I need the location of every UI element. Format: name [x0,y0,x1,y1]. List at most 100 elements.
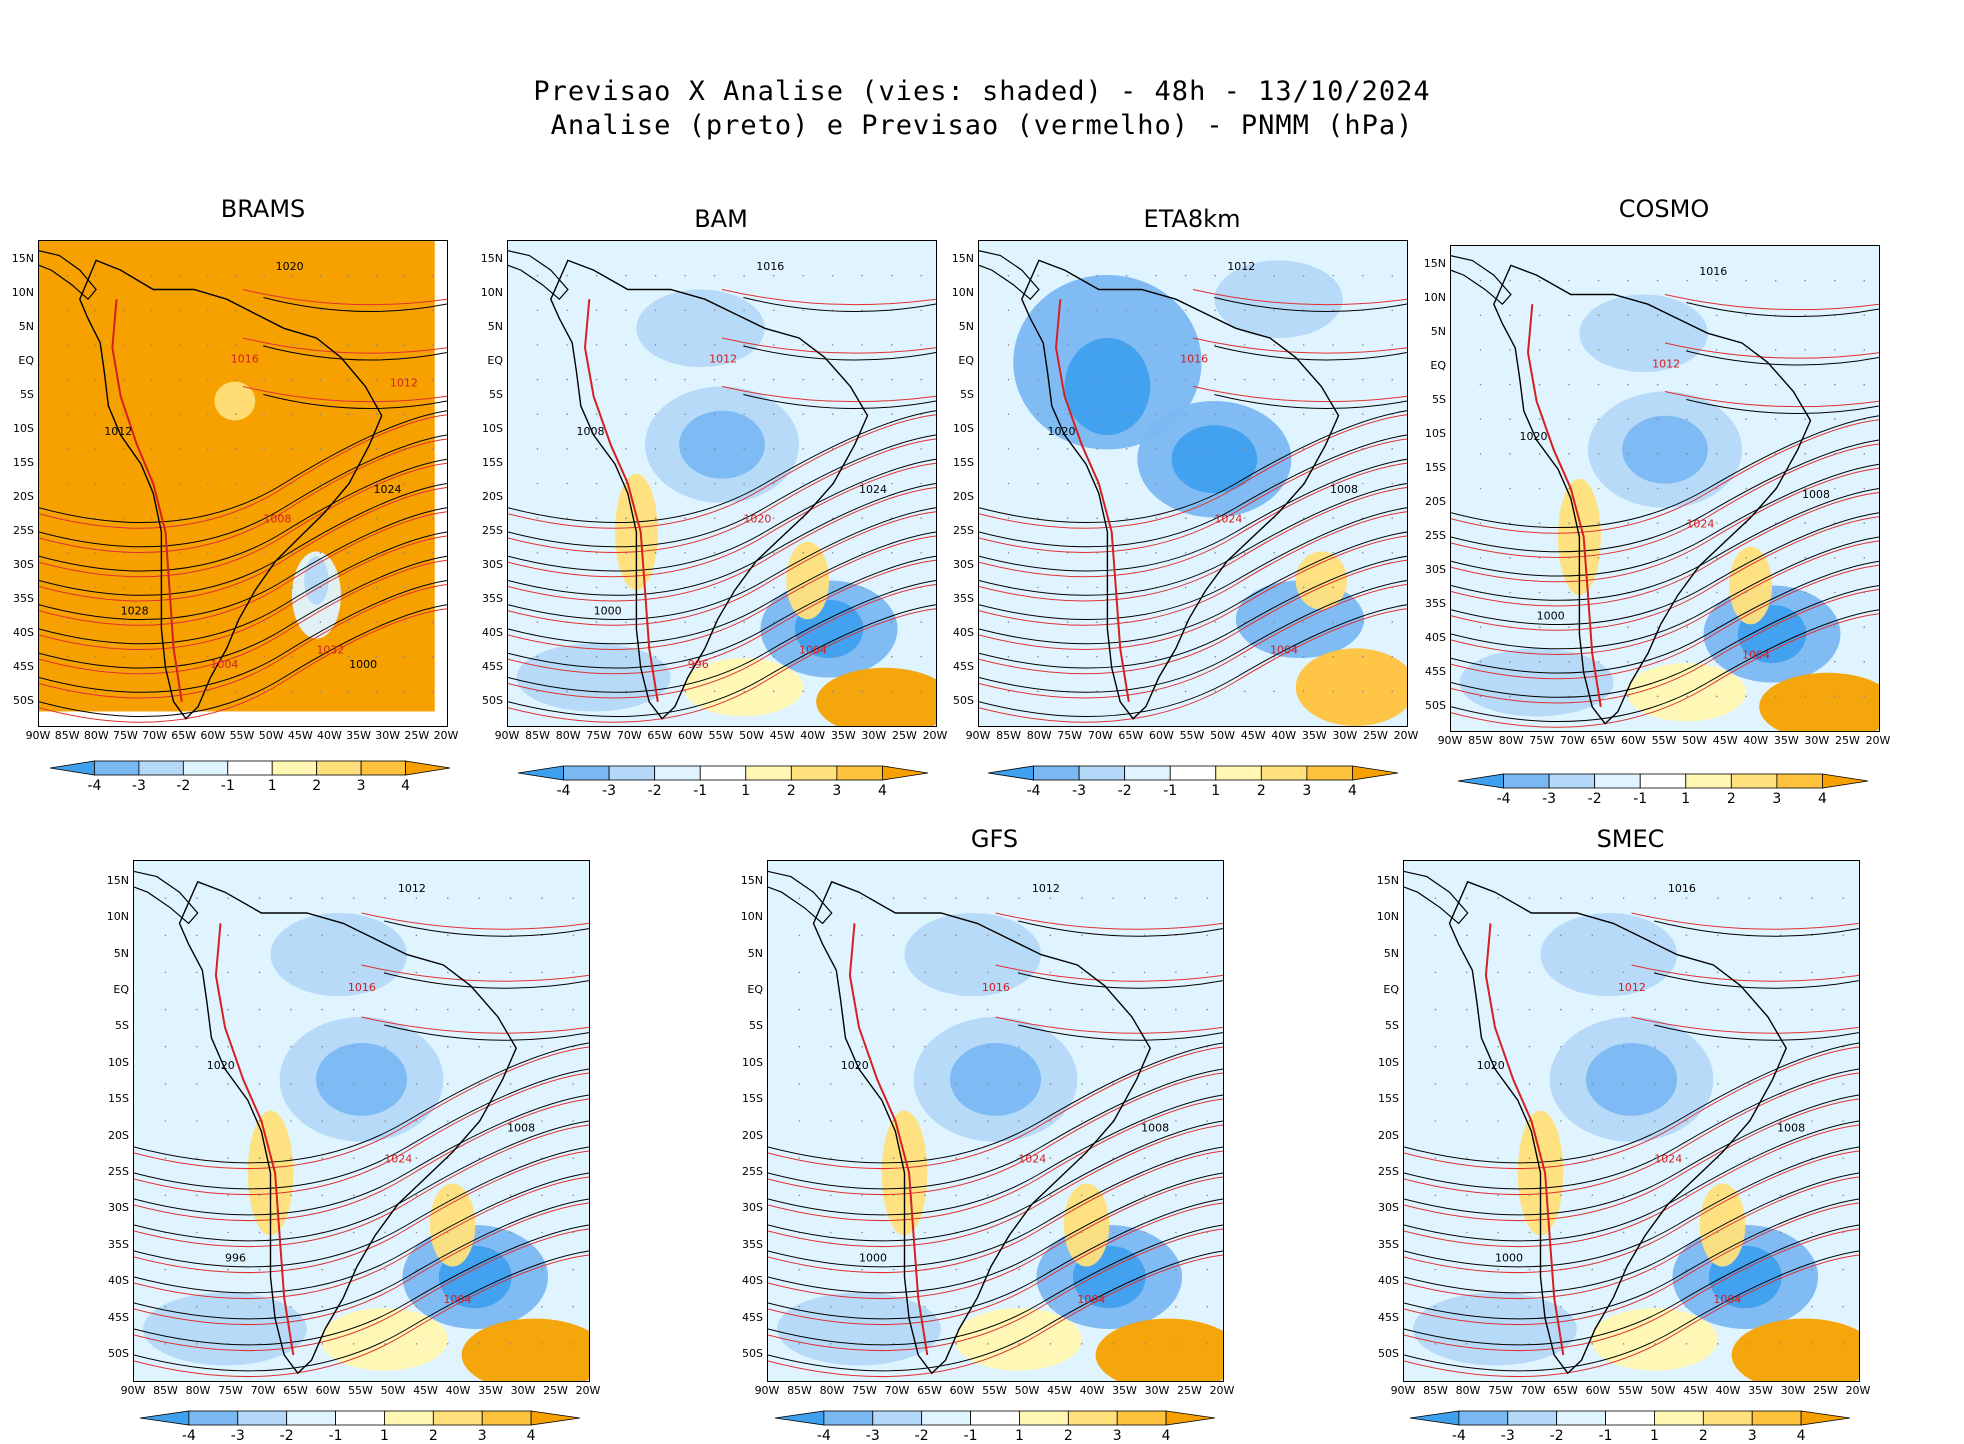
longitude-tick-label: 55W [1651,734,1677,747]
contour-label: 1020 [1047,425,1075,438]
latitude-tick-label: 5S [20,388,34,402]
colorbar-tick-label: 2 [786,783,796,799]
colorbar-tick-label: -1 [1633,791,1648,807]
longitude-tick-label: 35W [1748,1384,1773,1397]
colorbar-tick-label: -1 [1598,1428,1613,1444]
latitude-tick-label: 10N [106,910,129,924]
colorbar-swatch [1078,765,1126,781]
latitude-tick-label: 45S [953,659,974,673]
colorbar-swatch [1352,765,1398,781]
latitude-tick-label: EQ [1383,983,1399,996]
colorbar-tick-label: -2 [279,1428,294,1444]
longitude-tick-label: 20W [433,729,459,742]
latitude-tick-label: 5N [487,320,503,334]
bias-shade [461,1318,589,1381]
colorbar-swatch [970,1410,1020,1426]
colorbar-tick-label: 2 [428,1428,438,1444]
bias-shade [1622,415,1708,484]
panel-title: COSMO [1618,195,1710,223]
colorbar-swatch [563,765,610,781]
colorbar-tick-label: -2 [1587,791,1602,807]
map-canvas: 1016 1012 1020 1024 1008 1004 1000 [1404,861,1859,1381]
central-america-outline [39,250,97,301]
latitude-tick-label: 15S [108,1092,129,1106]
panel-title: SMEC [1596,825,1665,853]
bias-shade [1095,1318,1223,1381]
latitude-tick-label: 15S [953,456,974,470]
colorbar-tick-label: 2 [1698,1428,1708,1444]
contour-label: 1012 [709,352,737,365]
latitude-tick-label: 15S [13,456,34,470]
longitude-tick-label: 30W [1332,729,1358,742]
colorbar [1458,773,1868,789]
colorbar-swatch [654,765,701,781]
longitude-tick-label: 20W [922,729,948,742]
longitude-tick-label: 75W [1057,729,1083,742]
latitude-tick-label: 15N [1423,257,1446,271]
contour-label: 1020 [1477,1059,1505,1072]
contour-label: 1004 [1077,1293,1105,1306]
bias-map-panel: 1016 1012 1020 1024 1008 1004 1000 [1403,860,1860,1382]
contour-label: 1020 [207,1059,235,1072]
latitude-tick-label: 10S [1425,427,1446,441]
colorbar-tick-label: 1 [741,783,751,799]
latitude-tick-label: 30S [1378,1201,1399,1215]
latitude-tick-label: 40S [1378,1274,1399,1288]
colorbar-tick-label: 3 [477,1428,487,1444]
colorbar-swatch [271,760,318,776]
south-america-outline [178,880,517,1375]
map-canvas: 1016 1012 1008 1020 1024 1004 1000 996 [508,241,936,726]
longitude-tick-label: 70W [1559,734,1585,747]
south-america-outline [79,259,383,720]
central-america-outline [1404,870,1469,925]
colorbar-swatch [1169,765,1217,781]
colorbar-tick-label: 4 [526,1428,536,1444]
longitude-tick-label: 25W [543,1384,568,1397]
andes-isobars [583,299,659,702]
longitude-tick-label: 35W [346,729,371,742]
latitude-tick-label: 40S [953,625,974,639]
colorbar-tick-label: 2 [1726,791,1736,807]
longitude-tick-label: 35W [478,1384,503,1397]
longitude-tick-label: 60W [1620,734,1646,747]
longitude-tick-label: 40W [316,729,342,742]
latitude-tick-label: 50S [742,1347,763,1360]
contour-label: 1008 [576,425,604,438]
longitude-tick-label: 45W [1712,734,1738,747]
contour-label: 1008 [1141,1121,1169,1134]
colorbar-swatch [335,1410,385,1426]
bias-shade [270,913,407,997]
colorbar-tick-label: -4 [556,783,571,799]
colorbar-swatch [988,765,1034,781]
colorbar-tick-label: -4 [816,1428,831,1444]
map-canvas: 1020 1016 1012 1008 1024 1032 1028 1004 1000 1012 [39,241,447,726]
latitude-tick-label: 15N [11,252,34,266]
colorbar-swatch [1067,1410,1118,1426]
longitude-tick-label: 45W [1683,1384,1708,1397]
latitude-tick-label: 25S [953,524,974,537]
longitude-tick-label: 85W [787,1384,812,1397]
colorbar-tick-label: 1 [1681,791,1691,807]
colorbar-swatch [872,1410,923,1426]
longitude-tick-label: 55W [1618,1384,1643,1397]
latitude-tick-label: 30S [13,557,34,571]
longitude-tick-label: 70W [250,1384,276,1397]
central-america-outline [768,870,833,925]
bias-map-panel: 1012 1016 1020 1024 1008 1004 [978,240,1408,727]
longitude-tick-label: 20W [1209,1384,1235,1397]
latitude-tick-label: 5S [749,1019,763,1033]
longitude-tick-label: 80W [1455,1384,1481,1397]
latitude-tick-label: 25S [108,1165,129,1178]
colorbar-swatch [188,1410,239,1426]
longitude-tick-label: 20W [575,1384,601,1397]
latitude-tick-label: 30S [482,557,503,571]
contour-label: 1024 [1654,1153,1682,1166]
longitude-tick-label: 65W [171,729,197,742]
contour-label: 996 [688,658,709,671]
latitude-tick-label: 25S [1378,1165,1399,1178]
contour-label: 1004 [210,658,238,671]
contour-label: 1008 [263,512,291,525]
latitude-tick-label: 35S [742,1237,763,1251]
colorbar-tick-label: 3 [1112,1428,1122,1444]
latitude-tick-label: 50S [108,1347,129,1360]
